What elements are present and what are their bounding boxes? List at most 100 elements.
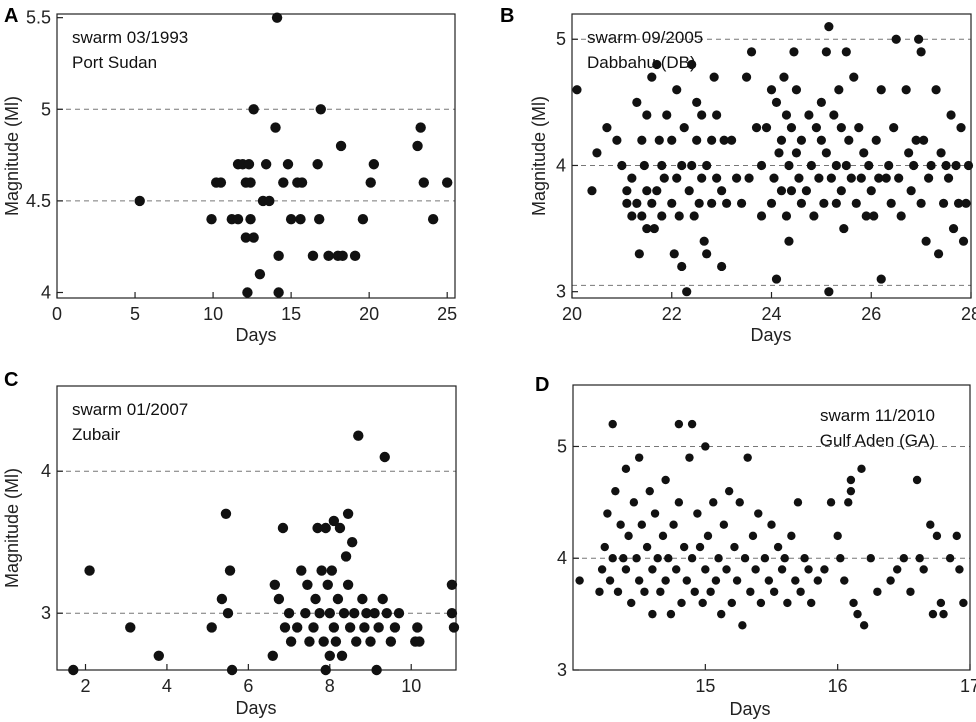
panel-b-y-axis-title: Magnitude (Ml)	[529, 96, 549, 216]
panel-d-data-point	[664, 554, 673, 563]
panel-b-data-point	[916, 198, 926, 208]
panel-b-data-point	[889, 123, 899, 133]
panel-c-data-point	[322, 579, 333, 590]
panel-d-data-point	[807, 598, 816, 608]
panel-d-data-point	[656, 587, 665, 596]
panel-d-data-point	[796, 587, 805, 596]
panel-d-plot-frame	[572, 384, 971, 671]
panel-b-data-point	[779, 72, 789, 82]
panel-b-data-point	[657, 211, 667, 221]
panel-d-data-point	[600, 542, 609, 552]
panel-b-data-point	[849, 72, 859, 82]
panel-a-data-point	[242, 287, 253, 298]
panel-b-data-point	[894, 173, 904, 183]
panel-a-x-tick-label: 0	[52, 304, 62, 324]
panel-d-data-point	[857, 464, 866, 474]
panel-c-x-tick-label: 8	[325, 676, 335, 696]
panel-d-data-point	[738, 621, 747, 630]
panel-d-data-point	[666, 609, 676, 619]
panel-a-data-point	[418, 177, 429, 188]
panel-b-data-point	[774, 148, 784, 158]
panel-b-data-point	[936, 148, 946, 158]
panel-d-data-point	[698, 598, 707, 608]
panel-d-data-point	[853, 609, 862, 619]
panel-b-data-point	[766, 198, 777, 208]
panel-a-data-point	[415, 122, 426, 133]
panel-d-points	[575, 419, 968, 630]
panel-b-data-point	[941, 160, 951, 171]
panel-d-data-point	[780, 554, 789, 563]
panel-b-data-point	[876, 274, 886, 284]
panel-b-data-point	[707, 135, 717, 145]
panel-d-data-point	[634, 576, 644, 585]
panel-b-data-point	[622, 186, 632, 196]
panel-b-data-point	[697, 173, 707, 183]
panel-d-data-point	[764, 576, 774, 585]
panel-b-data-point	[751, 123, 762, 133]
panel-b-data-point	[926, 160, 936, 171]
panel-b-data-point	[694, 198, 704, 208]
panel-b-data-point	[829, 110, 839, 120]
panel-a-data-point	[271, 12, 283, 23]
panel-c-data-point	[224, 565, 236, 576]
panel-d-data-point	[793, 498, 803, 507]
panel-b-data-point	[824, 287, 834, 297]
panel-d-data-point	[756, 598, 766, 608]
panel-b-data-point	[781, 110, 792, 120]
panel-c-data-point	[300, 608, 311, 619]
panel-c-data-point	[285, 636, 297, 647]
panel-d-data-point	[760, 554, 770, 563]
panel-d-data-point	[751, 565, 760, 574]
panel-c-data-point	[412, 622, 423, 633]
panel-b-data-point	[746, 47, 757, 57]
panel-d-data-point	[687, 419, 697, 429]
panel-d-data-point	[653, 554, 662, 563]
panel-b: B 20 22 24 26 28 3 4 5 swarm 09/2005 Dabbahu (D…	[500, 5, 976, 345]
panel-d-data-point	[769, 587, 779, 596]
panel-a-data-point	[206, 214, 217, 225]
panel-b-data-point	[647, 72, 657, 82]
panel-c: C 2 4 6 8 10 3 4 swarm 01/2007 Zubair Days Mag…	[2, 369, 460, 718]
panel-c-data-point	[277, 522, 289, 534]
panel-d-data-point	[687, 554, 697, 563]
panel-b-data-point	[612, 135, 622, 145]
panel-c-data-point	[448, 622, 460, 633]
panel-b-data-point	[761, 123, 772, 133]
panel-d-data-point	[740, 554, 750, 563]
panel-d-data-point	[952, 531, 961, 541]
panel-b-x-tick-label: 20	[562, 304, 582, 324]
panel-c-data-point	[292, 622, 303, 633]
panel-b-data-point	[946, 110, 956, 120]
panel-a-data-point	[243, 159, 255, 170]
panel-b-data-point	[771, 274, 782, 284]
panel-c-plot-frame	[56, 385, 457, 671]
panel-b-data-point	[627, 173, 637, 183]
panel-d-data-point	[732, 576, 742, 585]
panel-d-y-tick-label: 4	[557, 548, 567, 568]
panel-d-data-point	[727, 598, 736, 608]
panel-a-data-point	[282, 159, 294, 170]
panel-c-data-point	[330, 636, 342, 647]
panel-a-data-point	[278, 177, 289, 188]
panel-b-data-point	[804, 110, 814, 120]
panel-c-data-point	[379, 451, 390, 463]
panel-a-y-tick-label: 5.5	[26, 8, 51, 28]
panel-b-data-point	[649, 223, 659, 234]
panel-b-data-point	[771, 97, 782, 107]
panel-c-data-point	[328, 515, 340, 527]
panel-d-data-point	[791, 576, 800, 585]
panel-c-data-point	[283, 608, 295, 619]
panel-b-data-point	[786, 123, 797, 133]
panel-d-data-point	[939, 609, 948, 619]
panel-c-data-point	[316, 565, 327, 576]
panel-b-data-point	[687, 59, 697, 70]
panel-d-data-point	[735, 498, 744, 507]
panel-c-x-axis-title: Days	[235, 698, 276, 718]
panel-b-data-point	[956, 123, 966, 133]
panel-d-data-point	[724, 486, 734, 496]
panel-c-y-tick-label: 4	[41, 461, 51, 481]
panel-b-data-point	[811, 123, 821, 133]
panel-b-data-point	[839, 223, 849, 234]
panel-b-data-point	[707, 198, 717, 208]
panel-d-x-tick-label: 17	[960, 676, 976, 696]
